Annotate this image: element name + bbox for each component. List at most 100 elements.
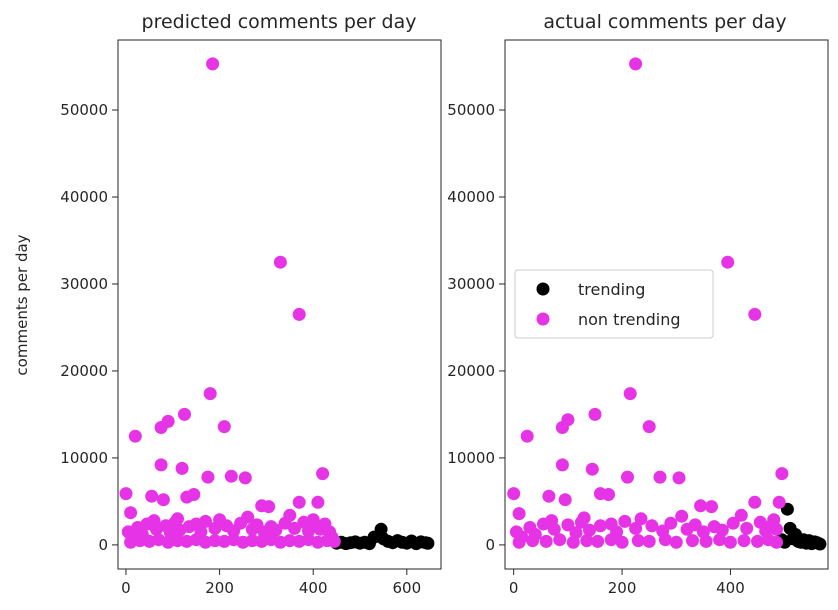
actual-point-non-trending-17 (542, 489, 556, 503)
legend-marker-non-trending (536, 312, 550, 326)
predicted-point-non-trending-44 (199, 514, 212, 528)
actual-point-non-trending-45 (629, 521, 643, 535)
legend-label-non-trending: non trending (578, 310, 681, 329)
actual-point-non-trending-28 (634, 512, 648, 526)
actual-point-non-trending-66 (591, 534, 605, 548)
actual-point-non-trending-41 (593, 519, 607, 533)
actual-point-non-trending-4 (520, 429, 534, 443)
predicted-point-non-trending-14 (316, 467, 330, 481)
actual-point-non-trending-77 (737, 534, 751, 548)
predicted-point-non-trending-68 (171, 534, 184, 548)
actual-point-non-trending-72 (669, 535, 683, 549)
predicted-marks (119, 57, 435, 551)
predicted-point-non-trending-20 (187, 488, 201, 501)
actual-point-non-trending-18 (558, 493, 572, 507)
predicted-point-trending-20 (421, 536, 435, 550)
predicted-axes-frame (117, 39, 442, 570)
predicted-point-non-trending-53 (269, 523, 283, 537)
actual-point-non-trending-8 (642, 420, 656, 434)
actual-point-non-trending-24 (772, 495, 786, 509)
actual-point-trending-12 (813, 537, 827, 551)
actual-point-non-trending-15 (507, 487, 521, 501)
legend-marker-trending (536, 282, 550, 296)
predicted-point-non-trending-6 (161, 414, 175, 428)
predicted-point-non-trending-2 (292, 307, 306, 321)
predicted-point-non-trending-72 (208, 534, 222, 548)
actual-x-tick-label-0: 0 (509, 579, 519, 597)
actual-point-non-trending-80 (770, 535, 783, 549)
actual-y-tick-label-1: 10000 (447, 449, 495, 467)
actual-panel: actual comments per day 0 200 400 0 10000 200… (447, 11, 829, 597)
predicted-point-non-trending-16 (124, 506, 138, 520)
predicted-title: predicted comments per day (142, 11, 417, 33)
actual-point-non-trending-3 (623, 387, 637, 401)
predicted-y-tick-label-3: 30000 (60, 275, 108, 293)
actual-title: actual comments per day (543, 11, 786, 33)
predicted-point-non-trending-23 (292, 495, 306, 509)
actual-point-non-trending-73 (686, 534, 699, 548)
actual-point-non-trending-62 (539, 534, 553, 548)
predicted-y-tick-label-4: 40000 (60, 188, 108, 206)
legend-box (514, 269, 714, 339)
predicted-point-non-trending-15 (119, 487, 133, 501)
predicted-y-tick-label-0: 0 (98, 536, 108, 554)
actual-point-non-trending-14 (775, 467, 789, 481)
actual-point-non-trending-23 (748, 495, 762, 509)
actual-point-non-trending-1 (721, 255, 735, 269)
predicted-x-tick-label-0: 0 (121, 579, 131, 597)
predicted-ticks: 0 200 400 600 0 10000 20000 30000 40000 50000 (60, 101, 421, 597)
y-axis-label: comments per day (13, 234, 31, 375)
predicted-point-non-trending-11 (201, 470, 215, 484)
legend: trending non trending (514, 269, 714, 339)
predicted-point-non-trending-12 (224, 469, 238, 483)
actual-point-non-trending-2 (748, 307, 762, 321)
actual-point-non-trending-6 (561, 413, 575, 427)
actual-point-non-trending-9 (555, 458, 569, 472)
actual-point-non-trending-70 (642, 534, 656, 548)
actual-point-non-trending-20 (602, 488, 615, 501)
actual-point-non-trending-22 (705, 500, 718, 514)
predicted-point-non-trending-76 (245, 534, 259, 548)
predicted-point-non-trending-55 (288, 521, 301, 535)
actual-x-tick-label-1: 200 (608, 579, 637, 597)
actual-point-non-trending-29 (675, 509, 689, 523)
actual-y-tick-label-4: 40000 (447, 188, 495, 206)
actual-point-non-trending-75 (713, 533, 727, 547)
actual-x-tick-label-2: 400 (716, 579, 745, 597)
predicted-point-non-trending-3 (203, 387, 217, 401)
predicted-point-non-trending-48 (234, 516, 248, 530)
actual-point-non-trending-0 (629, 57, 643, 71)
actual-point-non-trending-37 (561, 518, 575, 532)
actual-marks (507, 57, 827, 551)
predicted-point-non-trending-1 (273, 255, 287, 269)
actual-point-non-trending-12 (653, 470, 667, 484)
actual-point-non-trending-69 (631, 534, 645, 548)
predicted-point-non-trending-24 (311, 495, 325, 509)
actual-y-tick-label-2: 20000 (447, 362, 495, 380)
actual-point-non-trending-76 (723, 535, 737, 549)
predicted-point-non-trending-7 (178, 407, 191, 421)
actual-point-non-trending-67 (604, 533, 618, 547)
actual-point-non-trending-63 (553, 533, 567, 547)
predicted-y-tick-label-5: 50000 (60, 101, 108, 119)
actual-point-non-trending-11 (621, 470, 634, 484)
actual-point-non-trending-30 (734, 508, 748, 522)
predicted-x-tick-label-1: 200 (205, 579, 234, 597)
actual-y-tick-label-5: 50000 (447, 101, 495, 119)
actual-ticks: 0 200 400 0 10000 20000 30000 40000 50000 (447, 101, 744, 597)
predicted-point-non-trending-4 (128, 429, 142, 443)
actual-point-non-trending-46 (645, 519, 659, 533)
actual-point-non-trending-55 (740, 521, 754, 535)
actual-point-non-trending-13 (672, 471, 686, 485)
actual-point-non-trending-7 (588, 407, 602, 421)
actual-point-non-trending-44 (618, 514, 632, 528)
actual-axes-frame (504, 39, 829, 570)
predicted-point-non-trending-85 (327, 534, 341, 548)
predicted-point-non-trending-10 (175, 461, 189, 475)
predicted-point-non-trending-13 (238, 471, 252, 485)
actual-point-non-trending-35 (537, 517, 550, 531)
predicted-point-non-trending-18 (156, 493, 170, 507)
predicted-point-non-trending-17 (145, 489, 159, 503)
